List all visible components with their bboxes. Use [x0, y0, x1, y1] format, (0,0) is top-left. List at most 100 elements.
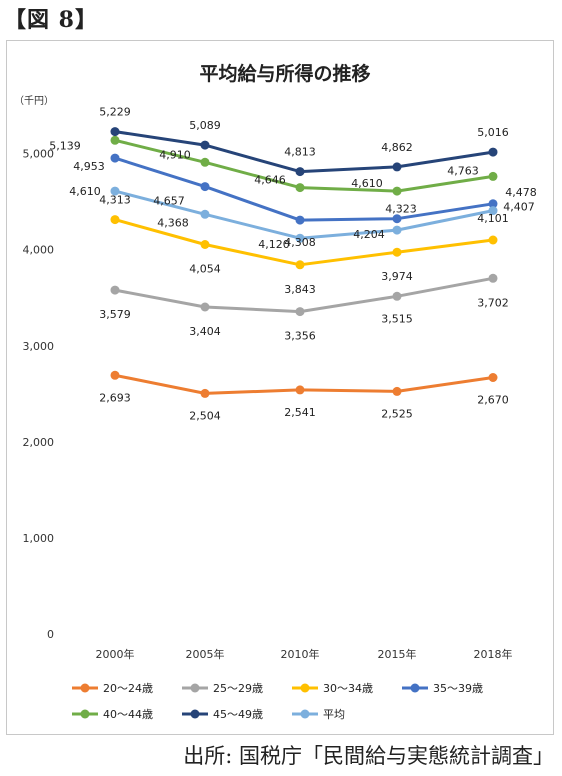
data-label: 4,407 [503, 201, 535, 214]
data-label: 3,356 [284, 330, 316, 343]
legend-swatch-marker [300, 683, 310, 693]
data-label: 2,693 [99, 391, 131, 404]
data-label: 4,120 [258, 238, 290, 251]
data-point [295, 385, 305, 395]
y-axis-unit-label: （千円） [14, 95, 54, 107]
data-label: 3,702 [477, 296, 509, 309]
data-point [110, 186, 120, 196]
data-label: 5,229 [99, 106, 131, 119]
data-label: 4,478 [505, 186, 537, 199]
legend-label: 25～29歳 [213, 682, 263, 695]
data-label: 4,204 [353, 228, 385, 241]
data-label: 5,089 [189, 119, 221, 132]
y-tick-label: 0 [47, 628, 54, 641]
legend-swatch-marker [190, 683, 200, 693]
data-label: 2,504 [189, 409, 221, 422]
legend-label: 35～39歳 [433, 682, 483, 695]
data-point [488, 273, 498, 283]
data-label: 3,843 [284, 283, 316, 296]
data-point [392, 386, 402, 396]
data-label: 4,763 [447, 164, 479, 177]
x-tick-label: 2000年 [96, 647, 135, 661]
figure-label: 【図 8】 [4, 7, 98, 33]
data-point [200, 240, 210, 249]
legend-swatch-marker [190, 709, 200, 719]
data-point [488, 199, 498, 209]
data-label: 4,953 [73, 160, 105, 173]
data-point [295, 307, 305, 317]
data-point [200, 209, 210, 219]
data-point [295, 183, 305, 193]
chart-title: 平均給与所得の推移 [199, 62, 370, 85]
legend-swatch-marker [80, 683, 90, 693]
data-label: 4,054 [189, 263, 221, 276]
data-point [488, 171, 498, 181]
legend-swatch-marker [80, 709, 90, 719]
data-label: 4,862 [381, 141, 413, 154]
data-label: 4,368 [157, 216, 189, 229]
data-point [200, 157, 210, 167]
data-label: 2,525 [381, 407, 413, 420]
data-point [200, 388, 210, 398]
data-point [295, 215, 305, 225]
data-point [392, 247, 402, 257]
data-label: 2,670 [477, 393, 509, 406]
data-label: 4,610 [351, 177, 383, 190]
data-point [110, 370, 120, 380]
data-point [392, 162, 402, 172]
data-label: 3,404 [189, 325, 221, 338]
data-point [110, 127, 120, 137]
data-point [110, 135, 120, 145]
x-tick-label: 2015年 [378, 647, 417, 661]
data-label: 3,579 [99, 308, 131, 321]
data-point [488, 206, 498, 216]
data-labels: 2,693 2,504 2,541 2,525 2,670 3,579 3,404 3,356… [49, 106, 537, 423]
legend-label: 平均 [323, 708, 345, 721]
legend-swatch-marker [300, 709, 310, 719]
data-label: 2,541 [284, 406, 316, 419]
data-label: 4,646 [254, 174, 286, 187]
legend-label: 30～34歳 [323, 682, 373, 695]
source-note: 出所: 国税庁「民間給与実態統計調査」 [183, 744, 554, 768]
data-point [392, 291, 402, 301]
data-point [295, 167, 305, 177]
data-point [110, 285, 120, 295]
data-label: 4,910 [159, 148, 191, 161]
data-point [110, 215, 120, 225]
data-point [392, 186, 402, 196]
legend: 20～24歳 25～29歳 30～34歳 35～39歳 40～44歳 45～49歳 平均 [72, 682, 483, 721]
data-label: 4,323 [385, 203, 417, 216]
data-point [488, 235, 498, 245]
data-label: 4,308 [284, 236, 316, 249]
y-tick-label: 1,000 [23, 532, 55, 545]
data-label: 4,101 [477, 212, 509, 225]
legend-label: 40～44歳 [103, 708, 153, 721]
data-point [392, 214, 402, 224]
legend-label: 45～49歳 [213, 708, 263, 721]
x-tick-label: 2018年 [474, 647, 513, 661]
data-point [392, 225, 402, 235]
data-label: 4,610 [69, 185, 101, 198]
data-label: 4,657 [153, 195, 185, 208]
legend-label: 20～24歳 [103, 682, 153, 695]
y-tick-label: 2,000 [23, 436, 55, 449]
data-label: 5,139 [49, 139, 81, 152]
data-label: 5,016 [477, 126, 509, 139]
data-point [295, 260, 305, 270]
legend-swatch-marker [410, 683, 420, 693]
axes: 0 1,000 2,000 3,000 4,000 5,000 2000年 2005年 2010… [23, 148, 513, 661]
data-label: 4,313 [99, 194, 131, 207]
data-label: 3,974 [381, 270, 413, 283]
data-point [200, 140, 210, 150]
data-point [488, 373, 498, 382]
data-point [200, 182, 210, 192]
data-point [110, 153, 120, 163]
data-point [295, 233, 305, 243]
data-label: 3,515 [381, 312, 413, 325]
y-tick-label: 3,000 [23, 340, 55, 353]
x-tick-label: 2010年 [281, 647, 320, 661]
y-tick-label: 5,000 [23, 148, 55, 161]
y-tick-label: 4,000 [23, 244, 55, 257]
data-point [488, 147, 498, 157]
